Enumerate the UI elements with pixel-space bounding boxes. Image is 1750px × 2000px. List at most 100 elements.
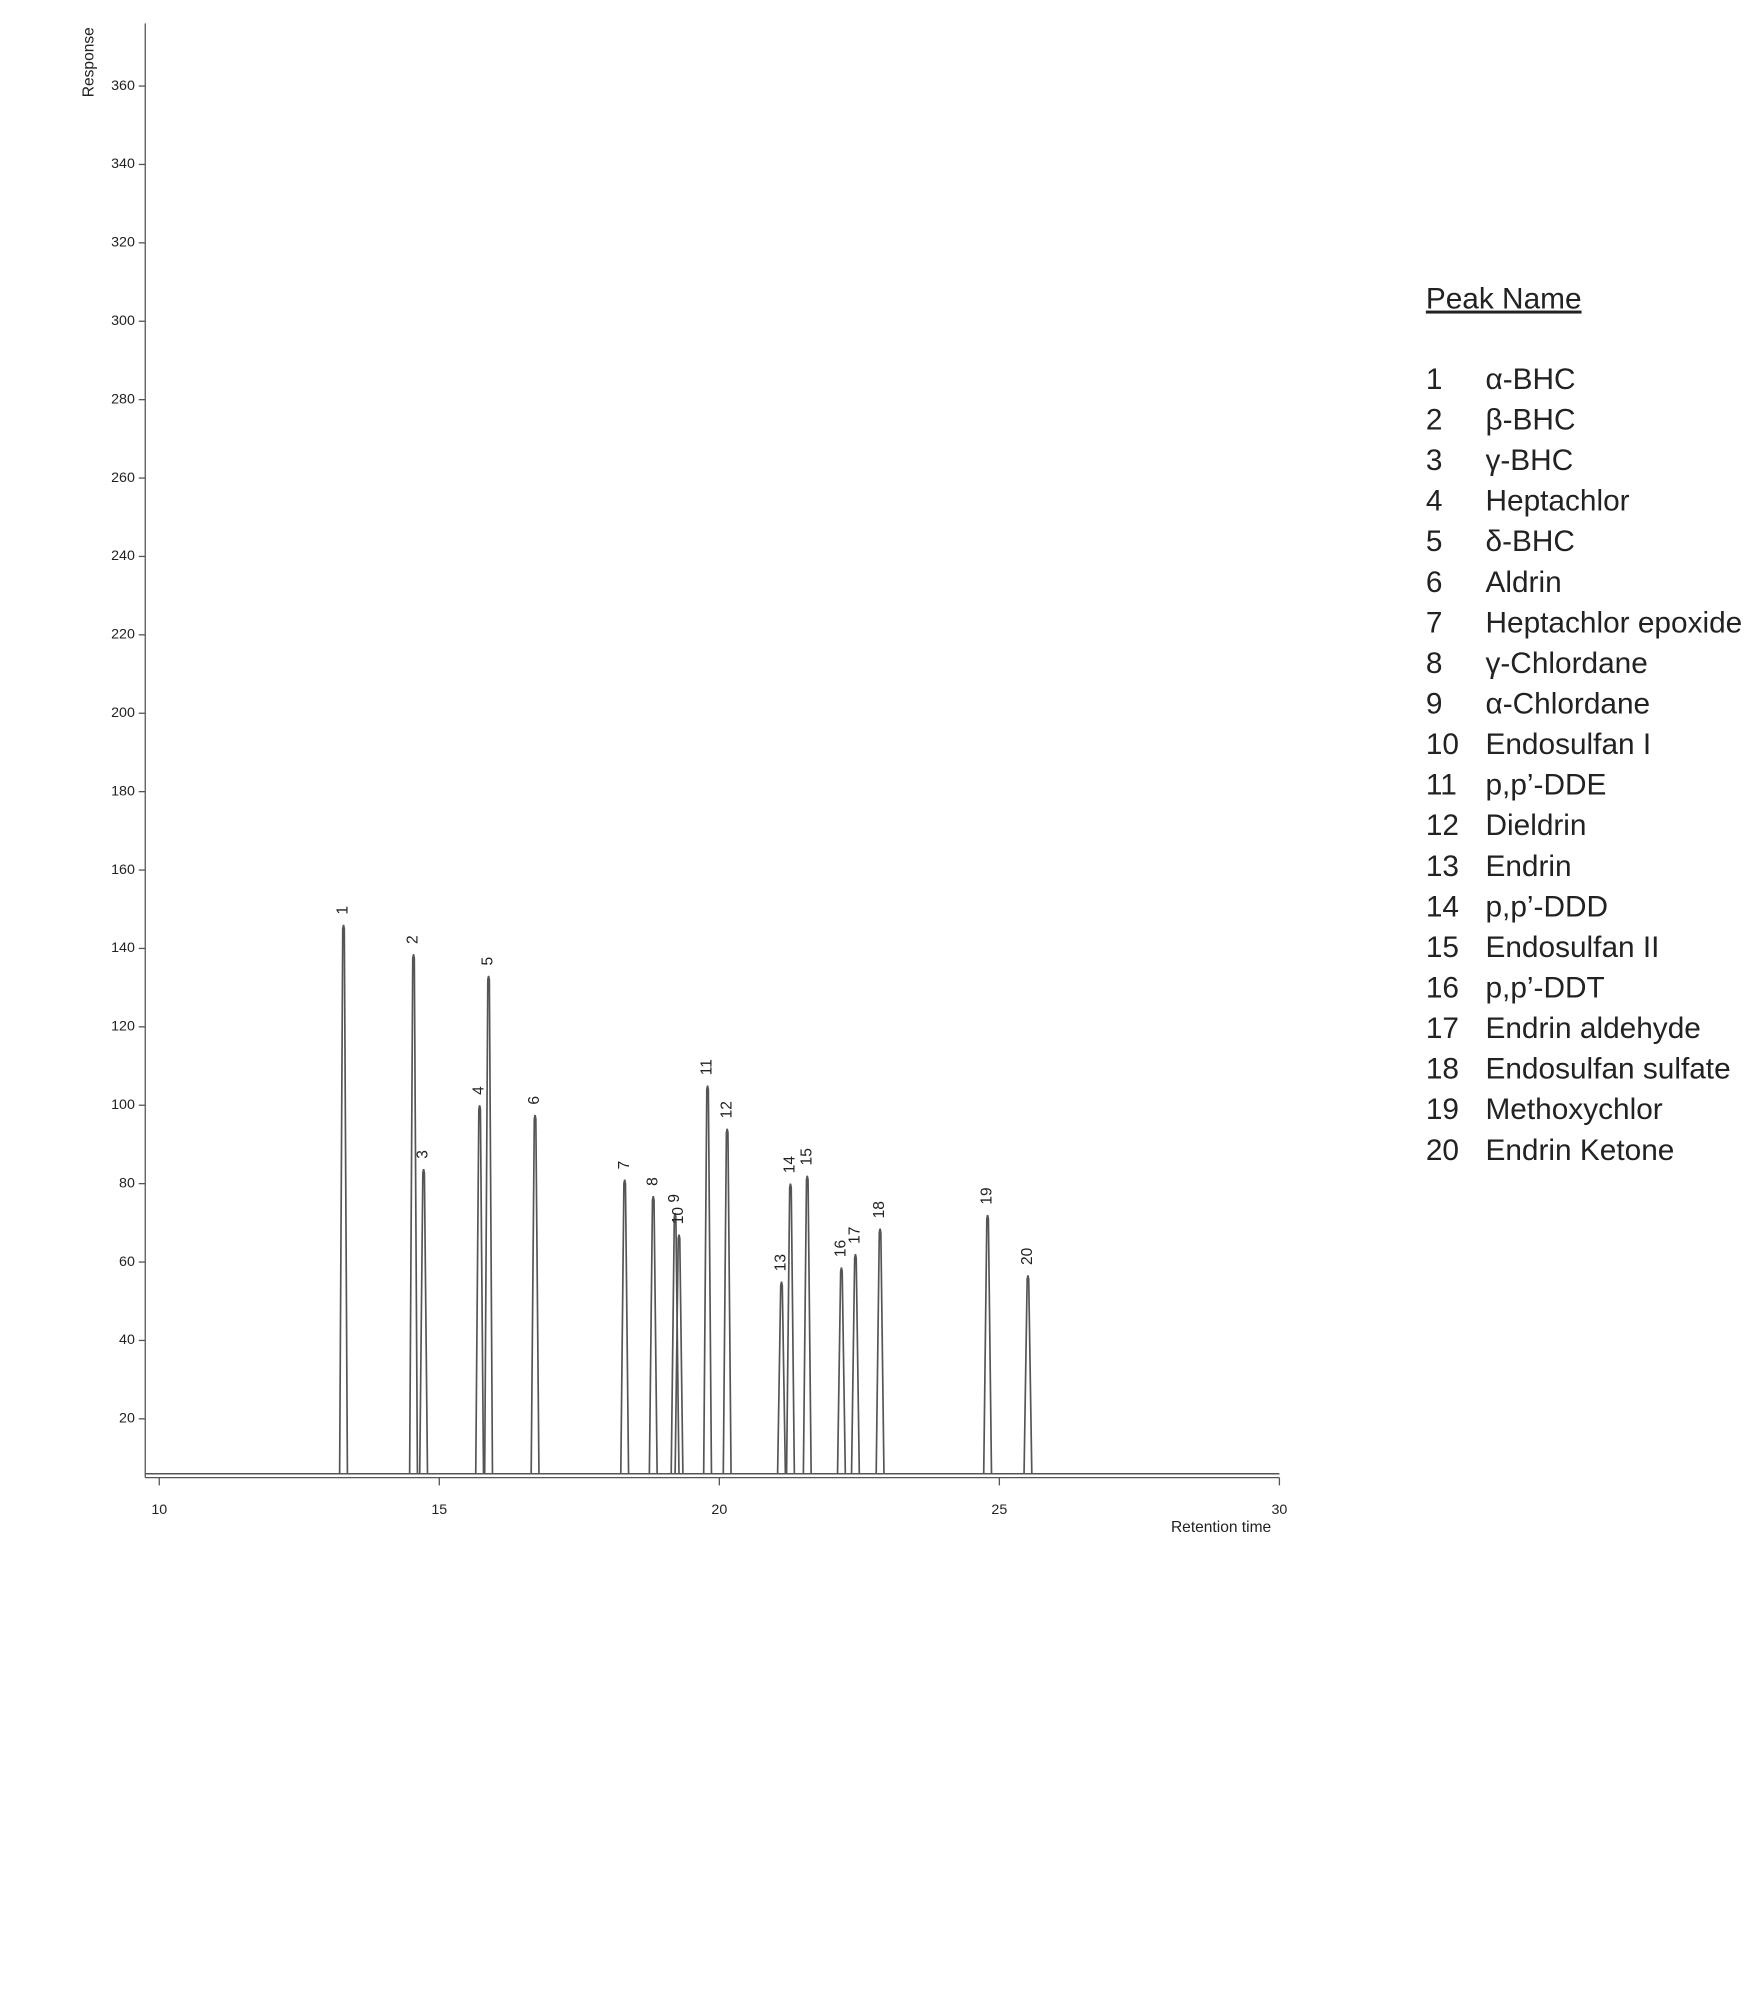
peak [850,1254,861,1474]
peak [785,1183,796,1474]
legend-number: 14 [1426,890,1459,923]
peak [619,1179,630,1474]
peak [702,1085,713,1474]
legend-number: 10 [1426,728,1459,761]
legend-name: Endrin aldehyde [1485,1012,1700,1045]
peak-label: 13 [773,1254,790,1271]
y-tick-label: 80 [119,1175,135,1191]
legend-name: Endosulfan II [1485,931,1659,964]
peak-label: 11 [699,1059,716,1075]
legend-number: 15 [1426,931,1459,964]
legend-number: 13 [1426,850,1459,883]
peak-label: 10 [670,1207,687,1225]
legend-number: 8 [1426,647,1443,680]
y-tick-label: 340 [111,156,135,172]
peak-label: 15 [798,1148,815,1165]
peak [982,1214,993,1474]
legend-name: Aldrin [1485,566,1561,599]
legend-number: 12 [1426,809,1459,842]
x-tick-label: 10 [151,1502,167,1518]
legend-name: Heptachlor [1485,485,1629,518]
peak [674,1234,684,1474]
y-tick-label: 300 [111,313,135,329]
legend-name: p,p’-DDE [1485,769,1606,802]
peak [408,954,419,1474]
legend-number: 2 [1426,404,1443,437]
y-tick-label: 40 [119,1332,135,1348]
legend-number: 3 [1426,444,1443,477]
y-tick-label: 240 [111,548,135,564]
y-tick-label: 180 [111,783,135,799]
legend-name: α-BHC [1485,363,1575,396]
peak [418,1168,429,1474]
legend-name: p,p’-DDD [1485,890,1608,923]
peak [722,1128,732,1474]
peak [836,1267,847,1474]
peak-label: 18 [871,1201,888,1218]
legend-name: Endrin Ketone [1485,1134,1674,1167]
y-tick-label: 320 [111,235,135,251]
peak-label: 5 [480,957,497,966]
peak-label: 4 [471,1086,488,1095]
peak-label: 12 [718,1101,735,1118]
peak [875,1228,885,1474]
legend-number: 4 [1426,485,1443,518]
x-tick-label: 30 [1271,1502,1287,1518]
y-tick-label: 220 [111,627,135,643]
peak-label: 9 [666,1194,683,1203]
peak-label: 20 [1019,1247,1036,1265]
y-axis-title: Response [80,27,97,97]
x-tick-label: 15 [431,1502,447,1518]
legend-number: 20 [1426,1134,1459,1167]
legend-number: 18 [1426,1053,1459,1086]
peak [483,975,494,1474]
peak-label: 14 [782,1156,799,1174]
legend-name: γ-BHC [1485,444,1573,477]
legend-number: 17 [1426,1012,1459,1045]
peak-label: 1 [335,906,352,915]
peak [648,1196,658,1474]
legend-number: 11 [1426,769,1457,802]
legend-name: p,p’-DDT [1485,972,1604,1005]
peak [1023,1275,1033,1474]
y-tick-label: 120 [111,1019,135,1035]
peak [530,1114,540,1474]
y-tick-label: 60 [119,1254,135,1270]
y-tick-label: 140 [111,940,135,956]
legend-name: Heptachlor epoxide [1485,606,1742,639]
legend-number: 9 [1426,688,1443,721]
legend-number: 16 [1426,972,1459,1005]
legend-name: Endosulfan sulfate [1485,1053,1730,1086]
legend-number: 6 [1426,566,1443,599]
y-tick-label: 20 [119,1411,135,1427]
peak-label: 6 [526,1096,543,1105]
peak-label: 3 [415,1150,432,1159]
peak [474,1105,485,1474]
peak [802,1175,812,1474]
y-tick-label: 200 [111,705,135,721]
y-tick-label: 260 [111,470,135,486]
peak-label: 2 [405,935,422,944]
legend-name: Endosulfan I [1485,728,1651,761]
legend-name: Dieldrin [1485,809,1586,842]
legend-name: Endrin [1485,850,1571,883]
peak-label: 7 [616,1161,633,1170]
peak [338,924,349,1474]
peak-label: 8 [644,1177,661,1186]
peak [776,1281,787,1474]
legend-number: 7 [1426,606,1443,639]
legend-number: 19 [1426,1093,1459,1126]
legend-name: β-BHC [1485,404,1575,437]
legend-name: α-Chlordane [1485,688,1650,721]
peak-label: 17 [847,1227,864,1244]
legend-title: Peak Name [1426,283,1582,316]
y-tick-label: 360 [111,78,135,94]
legend-number: 1 [1426,363,1443,396]
y-tick-label: 160 [111,862,135,878]
legend-number: 5 [1426,525,1443,558]
peak-label: 19 [979,1187,996,1204]
x-tick-label: 20 [711,1502,727,1518]
legend-name: Methoxychlor [1485,1093,1662,1126]
y-tick-label: 100 [111,1097,135,1113]
